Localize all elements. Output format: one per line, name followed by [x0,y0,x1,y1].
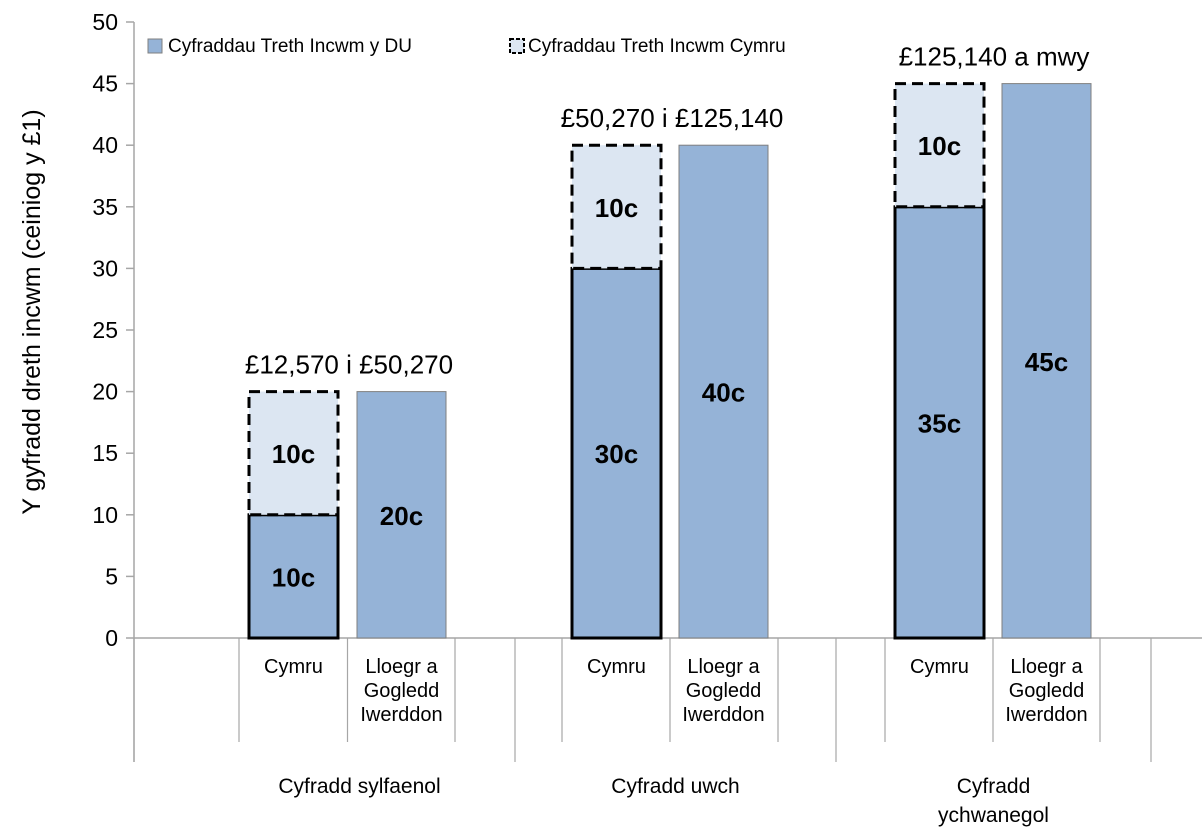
bar-segment-uk [356,391,447,639]
y-tick-label: 20 [92,379,118,405]
legend-label-uk: Cyfraddau Treth Incwm y DU [168,36,412,57]
group-label: Cyfradd sylfaenol [278,775,440,798]
legend-label-wales: Cyfraddau Treth Incwm Cymru [528,36,786,57]
bar-segment-uk [678,144,769,639]
legend: Cyfraddau Treth Incwm y DU Cyfraddau Tret… [147,36,786,57]
group-label: Cyfradd uwch [611,775,739,798]
category-label: Gogledd [686,680,762,702]
bar-segment-wales [247,390,340,517]
y-tick-label: 35 [92,194,118,220]
legend-swatch-uk [147,38,163,54]
y-tick-label: 45 [92,71,118,97]
bars-layer [247,82,1092,640]
bar-value-label: 20c [380,501,423,531]
category-label: Lloegr a [1010,656,1083,678]
y-tick-label: 40 [92,132,118,158]
legend-swatch-wales [509,38,525,54]
category-label: Lloegr a [365,656,438,678]
y-tick-label: 30 [92,255,118,281]
category-label: Lloegr a [687,656,760,678]
bar-value-label: 10c [272,562,315,592]
bar-segment-uk [247,513,340,640]
category-label: Cymru [264,656,323,678]
category-label: Iwerddon [682,704,764,726]
range-label: £125,140 a mwy [899,42,1090,72]
bar-value-label: 45c [1025,347,1068,377]
labels-layer: 0 5 10 15 20 25 30 35 40 45 50 Y gyfradd dreth incw… [18,9,1089,827]
category-label: Iwerddon [1005,704,1087,726]
y-tick-label: 0 [105,625,118,651]
y-tick-label: 5 [105,563,118,589]
y-tick-label: 10 [92,502,118,528]
bar-segment-wales [893,82,986,209]
category-label: Gogledd [1009,680,1085,702]
group-label: Cyfradd [957,775,1031,798]
y-axis-title: Y gyfradd dreth incwm (ceiniog y £1) [18,109,46,514]
bar-value-label: 30c [595,439,638,469]
range-label: £12,570 i £50,270 [245,350,453,380]
bar-value-label: 10c [272,439,315,469]
y-tick-label: 50 [92,9,118,35]
category-label: Cymru [587,656,646,678]
bar-segment-uk [1001,83,1092,639]
bar-value-label: 10c [918,131,961,161]
bar-value-label: 40c [702,378,745,408]
range-label: £50,270 i £125,140 [561,103,784,133]
bar-segment-uk [893,205,986,640]
bar-segment-uk [570,266,663,640]
category-label: Iwerddon [360,704,442,726]
bar-value-label: 10c [595,193,638,223]
bar-value-label: 35c [918,408,961,438]
category-label: Cymru [910,656,969,678]
group-label: ychwanegol [938,804,1049,827]
bar-segment-wales [570,143,663,270]
y-tick-label: 25 [92,317,118,343]
y-tick-label: 15 [92,440,118,466]
category-label: Gogledd [364,680,440,702]
